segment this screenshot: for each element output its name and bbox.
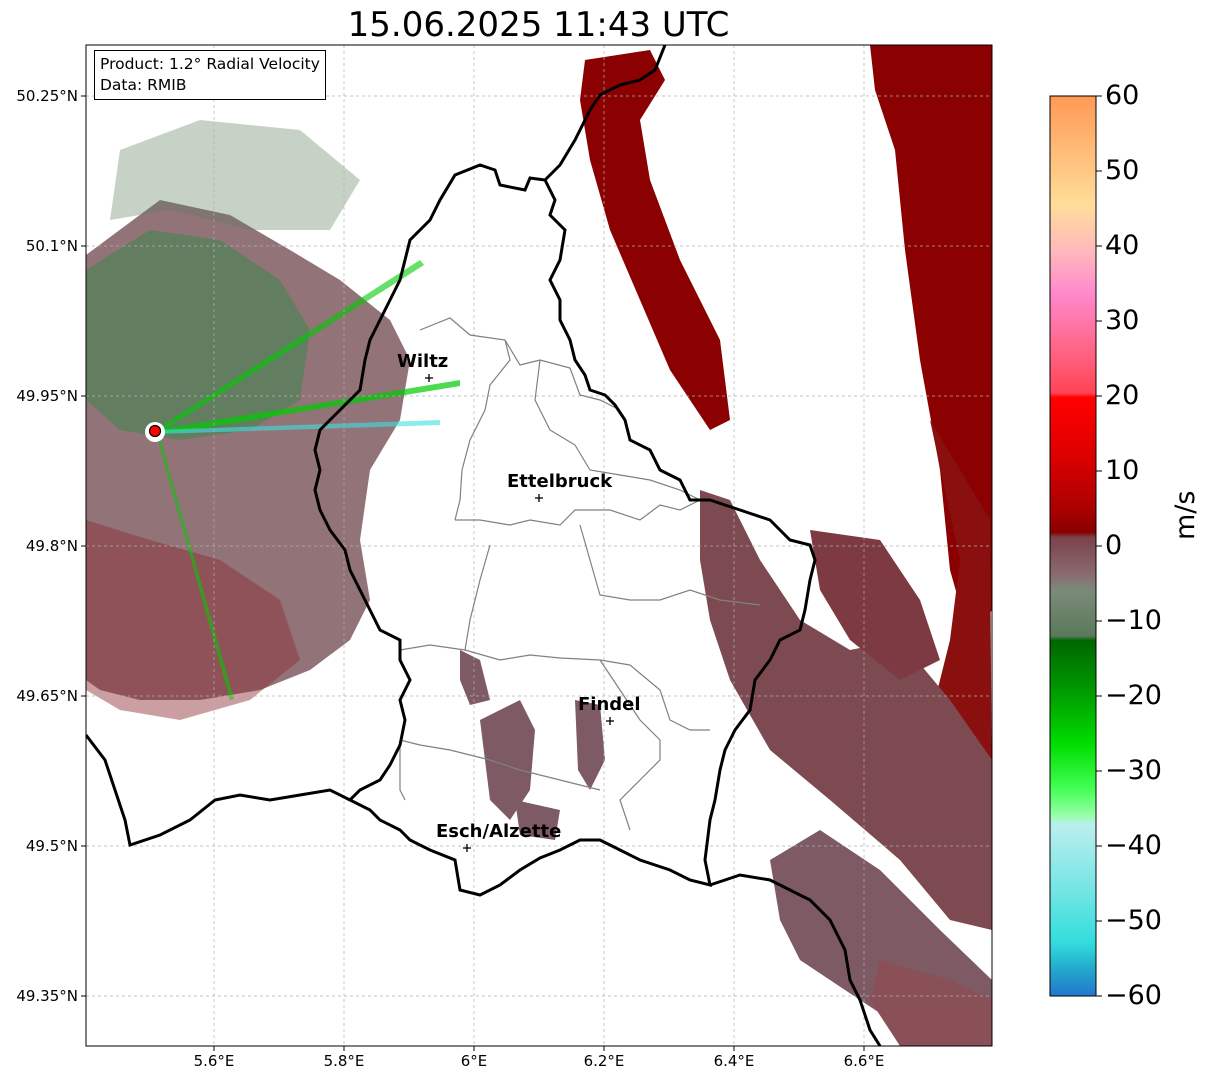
colorbar-tick-label: 0 xyxy=(1105,530,1123,561)
y-tick-label: 49.65°N xyxy=(16,687,78,705)
city-label-ettelbruck: Ettelbruck xyxy=(507,471,613,492)
colorbar-tick-label: 30 xyxy=(1105,305,1140,336)
colorbar-tick-label: −10 xyxy=(1105,605,1162,636)
echo-central-3 xyxy=(575,700,605,790)
city-label-findel: Findel xyxy=(578,694,641,715)
axis-tick-marks xyxy=(81,95,865,1051)
x-tick-label: 5.8°E xyxy=(323,1052,365,1070)
belgium-border-south xyxy=(86,734,351,847)
x-tick-label: 6.2°E xyxy=(583,1052,625,1070)
y-tick-label: 49.95°N xyxy=(16,387,78,405)
y-tick-label: 50.1°N xyxy=(25,237,78,255)
echo-southeast-2 xyxy=(870,960,992,1046)
echo-west-lower xyxy=(86,520,300,720)
colorbar-unit-label: m/s xyxy=(1170,490,1201,540)
y-tick-label: 49.5°N xyxy=(25,837,78,855)
colorbar-tick-label: 10 xyxy=(1105,455,1140,486)
colorbar-tick-label: 40 xyxy=(1105,230,1140,261)
radar-site-marker xyxy=(148,424,162,438)
colorbar-tick-label: −20 xyxy=(1105,680,1162,711)
echo-west-green-sparse xyxy=(110,120,360,230)
echo-central-1 xyxy=(460,650,490,705)
colorbar-tick-marks xyxy=(1096,95,1102,997)
germany-border-south xyxy=(709,873,882,1046)
city-markers xyxy=(425,374,614,852)
echo-east-muted-1 xyxy=(700,490,992,930)
echo-beam-4 xyxy=(155,430,234,700)
echo-beam-3 xyxy=(155,420,440,434)
colorbar xyxy=(1049,95,1097,997)
echo-central-2 xyxy=(480,700,535,820)
echo-beam-1 xyxy=(155,380,460,436)
echo-east-band-1 xyxy=(580,50,730,430)
echo-beam-2 xyxy=(155,260,424,434)
info-box: Product: 1.2° Radial Velocity Data: RMIB xyxy=(94,50,326,100)
colorbar-tick-label: −40 xyxy=(1105,830,1162,861)
info-product: Product: 1.2° Radial Velocity xyxy=(100,55,320,73)
city-label-wiltz: Wiltz xyxy=(397,351,449,372)
echo-west-green xyxy=(86,230,310,440)
luxembourg-border xyxy=(313,163,817,897)
colorbar-tick-label: −30 xyxy=(1105,755,1162,786)
info-data-source: Data: RMIB xyxy=(100,76,187,94)
x-tick-label: 6°E xyxy=(460,1052,488,1070)
y-tick-label: 50.25°N xyxy=(16,87,78,105)
x-tick-label: 6.6°E xyxy=(843,1052,885,1070)
map-title: 15.06.2025 11:43 UTC xyxy=(347,5,730,45)
colorbar-tick-label: 20 xyxy=(1105,380,1140,411)
y-tick-label: 49.8°N xyxy=(25,537,78,555)
colorbar-tick-label: −50 xyxy=(1105,905,1162,936)
colorbar-tick-label: −60 xyxy=(1105,980,1162,1011)
germany-border-north xyxy=(543,45,667,182)
grid-lines xyxy=(86,45,992,1046)
city-label-esch-alzette: Esch/Alzette xyxy=(436,821,562,842)
colorbar-tick-label: 60 xyxy=(1105,80,1140,111)
x-tick-label: 5.6°E xyxy=(193,1052,235,1070)
echo-central-4 xyxy=(515,800,560,840)
canton-boundaries xyxy=(399,317,761,831)
radar-echoes xyxy=(86,45,992,1046)
echo-east-muted-2 xyxy=(810,530,940,680)
y-tick-label: 49.35°N xyxy=(16,987,78,1005)
x-tick-label: 6.4°E xyxy=(713,1052,755,1070)
colorbar-tick-label: 50 xyxy=(1105,155,1140,186)
